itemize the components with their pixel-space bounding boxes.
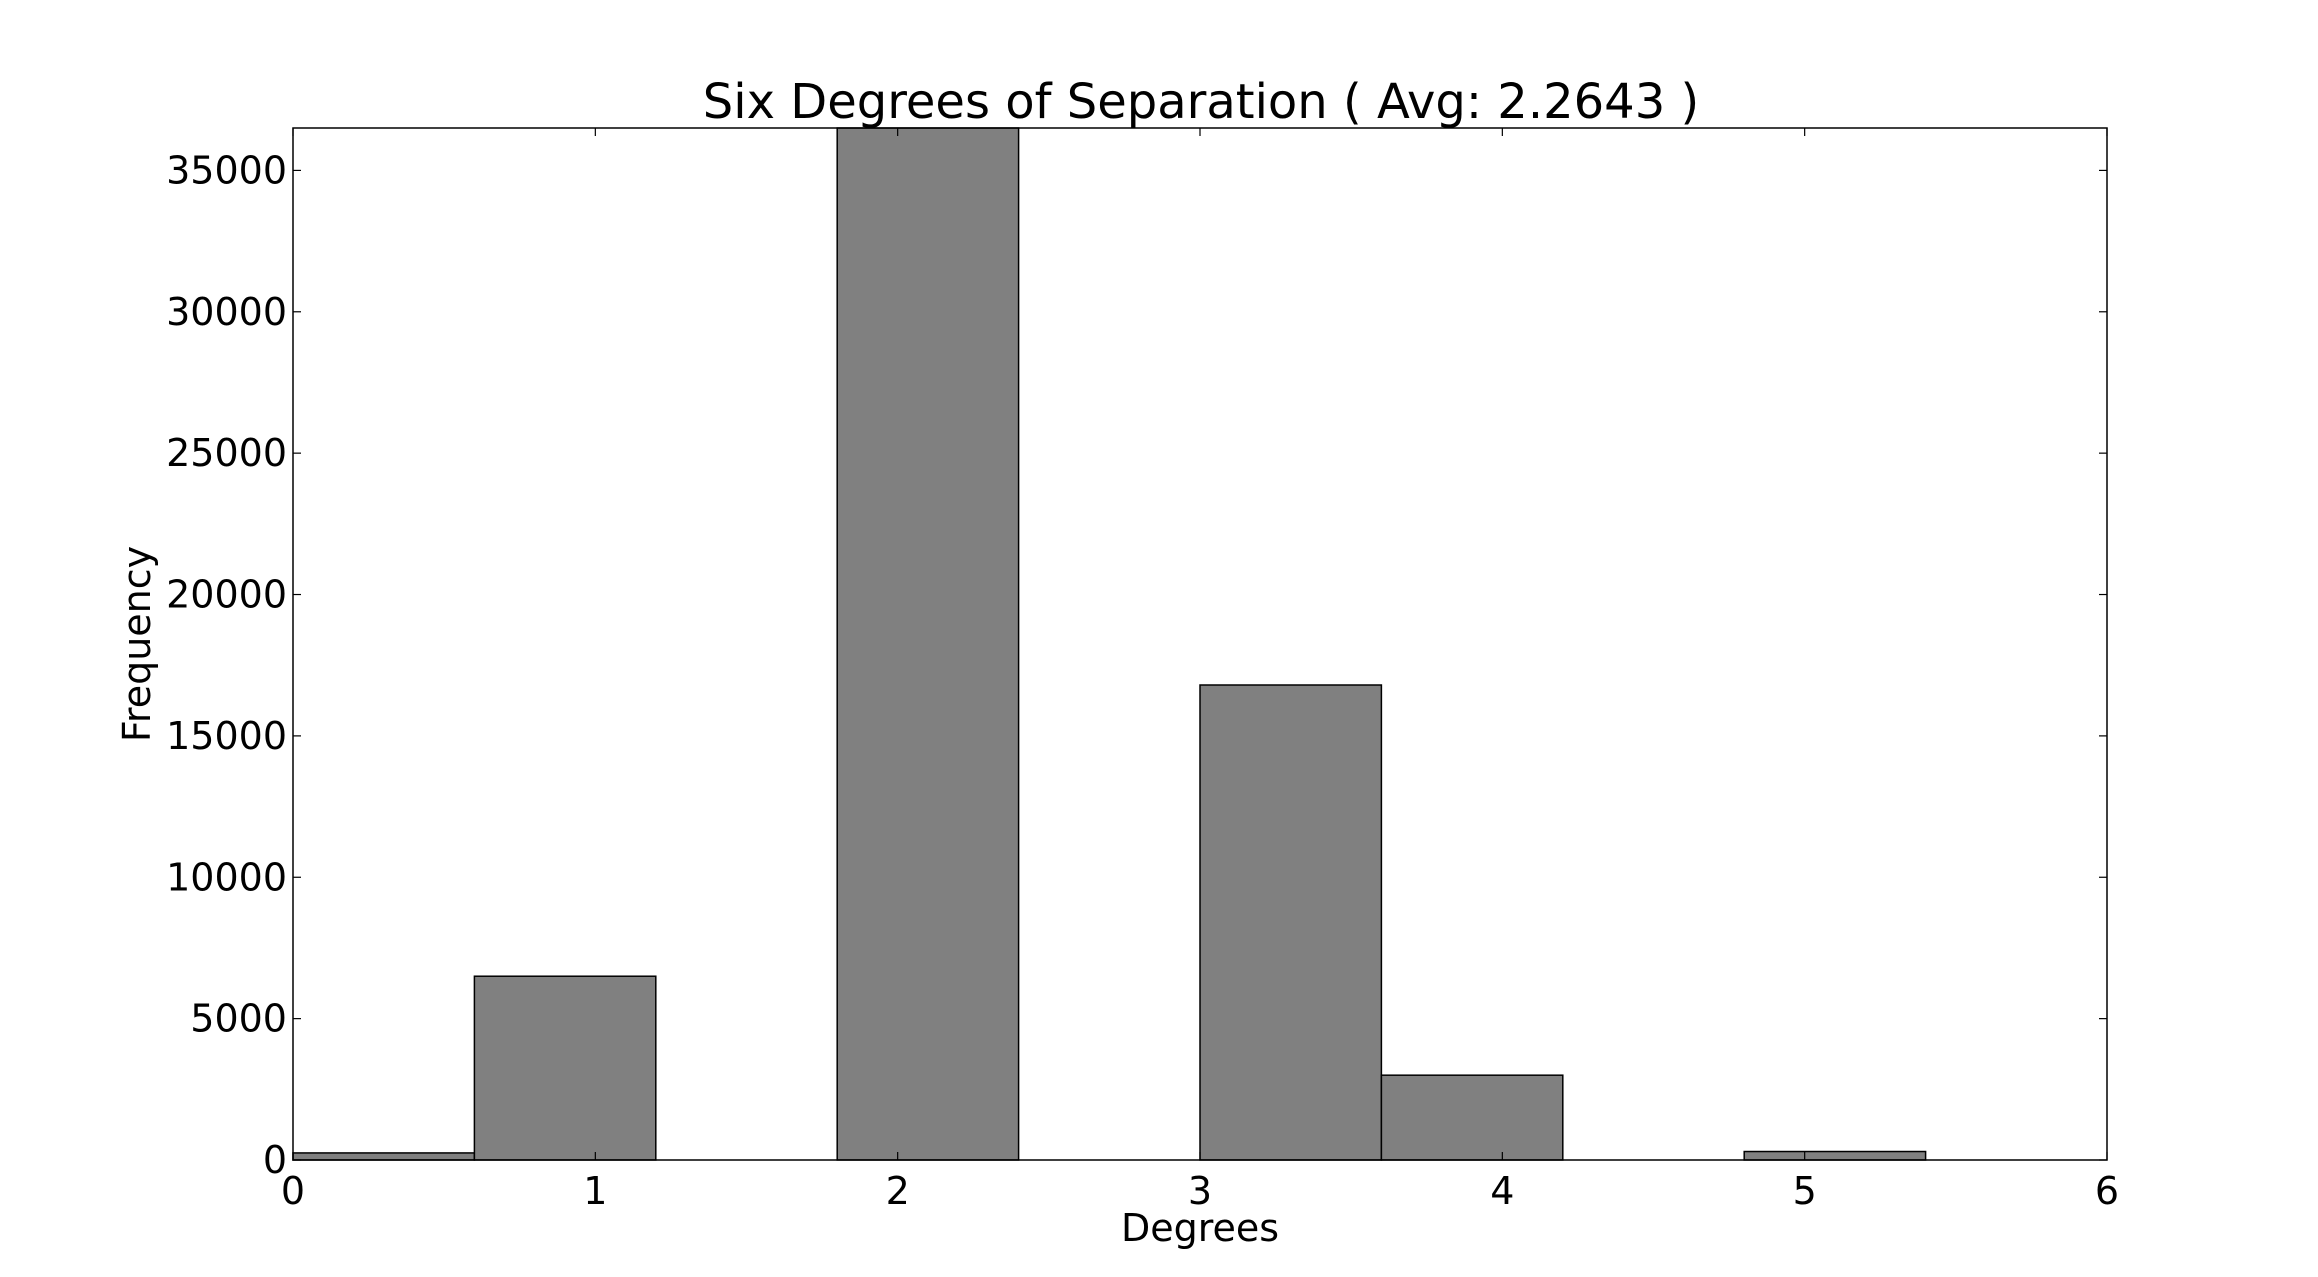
y-axis-label: Frequency xyxy=(115,546,159,742)
y-tick-label-1: 5000 xyxy=(190,997,287,1041)
y-tick-label-0: 0 xyxy=(263,1138,287,1182)
y-tick-label-7: 35000 xyxy=(166,148,287,192)
histogram-bar-0 xyxy=(292,1152,476,1161)
histogram-bar-6 xyxy=(1380,1074,1564,1161)
y-tick-label-2: 10000 xyxy=(166,855,287,899)
histogram-bar-8 xyxy=(1743,1150,1927,1161)
x-tick-label-3: 3 xyxy=(1188,1169,1212,1213)
x-tick-label-4: 4 xyxy=(1490,1169,1514,1213)
histogram-bar-1 xyxy=(473,975,657,1161)
y-tick-label-4: 20000 xyxy=(166,573,287,617)
x-tick-label-6: 6 xyxy=(2095,1169,2119,1213)
ticks-layer: 0 1 2 3 4 5 6 0 5000 10000 15000 20000 25000 30000 350… xyxy=(166,128,2119,1213)
bars-layer xyxy=(292,127,1927,1161)
y-tick-label-6: 30000 xyxy=(166,290,287,334)
x-axis-label: Degrees xyxy=(1121,1206,1279,1250)
x-tick-label-1: 1 xyxy=(583,1169,607,1213)
x-tick-label-0: 0 xyxy=(281,1169,305,1213)
histogram-bar-3 xyxy=(836,127,1020,1161)
y-tick-label-3: 15000 xyxy=(166,714,287,758)
x-tick-label-2: 2 xyxy=(886,1169,910,1213)
x-tick-label-5: 5 xyxy=(1793,1169,1817,1213)
histogram-bar-5 xyxy=(1199,684,1383,1161)
y-tick-label-5: 25000 xyxy=(166,431,287,475)
chart-title: Six Degrees of Separation ( Avg: 2.2643 … xyxy=(703,74,1699,130)
plot-frame xyxy=(292,127,2108,1161)
